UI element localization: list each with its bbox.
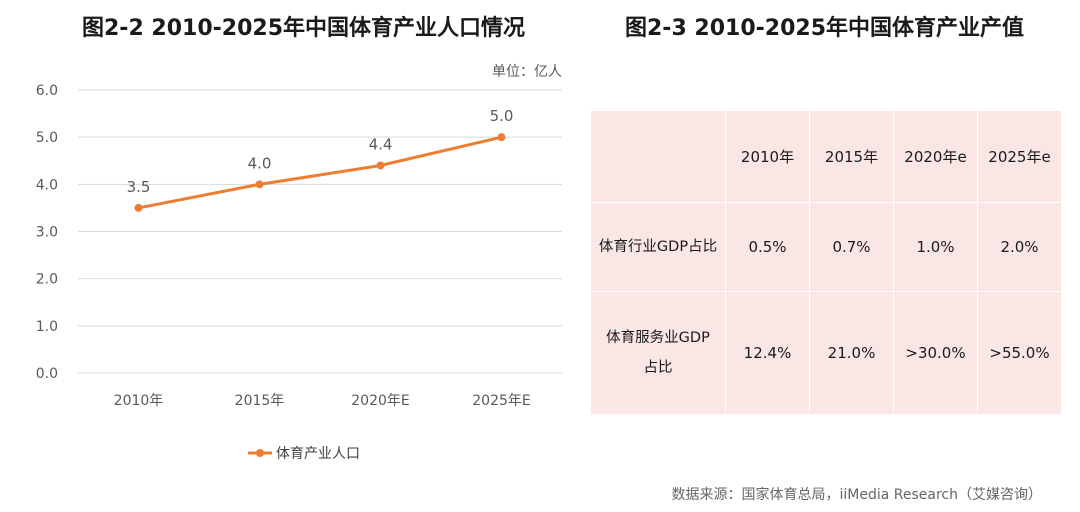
table-row-label: 体育服务业GDP 占比: [590, 291, 726, 415]
table-cell: 1.0%: [893, 202, 978, 292]
gdp-share-table: 2010年 2015年 2020年e 2025年e 体育行业GDP占比 0.5%…: [590, 110, 1062, 415]
source-note: 数据来源：国家体育总局，iiMedia Research（艾媒咨询）: [671, 487, 1043, 503]
series-line: [138, 135, 502, 210]
x-tick-label: 2025年E: [472, 393, 530, 409]
data-label: 4.4: [369, 135, 393, 153]
y-tick-label: 1.0: [36, 319, 58, 335]
table-row-label: 体育行业GDP占比: [590, 202, 726, 292]
table-cell: 2.0%: [977, 202, 1062, 292]
table-header-cell: 2025年e: [977, 110, 1062, 203]
data-label: 4.0: [248, 154, 272, 172]
table-cell: 0.7%: [809, 202, 894, 292]
data-label: 3.5: [127, 178, 151, 196]
table-cell: 0.5%: [725, 202, 810, 292]
row-label-line: 体育服务业GDP: [606, 330, 710, 346]
right-table-title: 图2-3 2010-2025年中国体育产业产值: [625, 16, 1024, 41]
data-point: [255, 180, 264, 189]
table-cell: 21.0%: [809, 291, 894, 415]
row-label-line: 占比: [643, 360, 673, 376]
table-header-row: 2010年 2015年 2020年e 2025年e: [590, 110, 1062, 203]
table-cell: >55.0%: [977, 291, 1062, 415]
data-point: [376, 161, 385, 170]
unit-label: 单位：亿人: [492, 64, 562, 80]
table-header-cell: 2020年e: [893, 110, 978, 203]
y-tick-label: 3.0: [36, 225, 58, 241]
y-tick-label: 2.0: [36, 272, 58, 288]
data-point: [497, 133, 506, 142]
data-label: 5.0: [490, 107, 514, 125]
table-row: 体育行业GDP占比 0.5% 0.7% 1.0% 2.0%: [590, 202, 1062, 292]
row-label-line: 体育行业GDP占比: [598, 239, 718, 255]
table-cell: >30.0%: [893, 291, 978, 415]
table-header-cell: 2010年: [725, 110, 810, 203]
y-tick-label: 6.0: [36, 83, 58, 99]
data-point: [134, 203, 143, 212]
y-tick-label: 4.0: [36, 177, 58, 193]
table-cell: 12.4%: [725, 291, 810, 415]
y-tick-label: 0.0: [36, 366, 58, 382]
y-tick-label: 5.0: [36, 130, 58, 146]
x-tick-label: 2015年: [235, 393, 285, 409]
population-line-chart: 0.0 1.0 2.0 3.0 4.0 5.0 6.0 单位：亿人 2010年 2015年 2020…: [36, 64, 562, 462]
left-chart-title: 图2-2 2010-2025年中国体育产业人口情况: [82, 16, 525, 41]
table-header-cell: [590, 110, 726, 203]
table-row: 体育服务业GDP 占比 12.4% 21.0% >30.0% >55.0%: [590, 291, 1062, 415]
legend-marker: [256, 449, 264, 457]
x-tick-label: 2020年E: [351, 393, 409, 409]
table-header-cell: 2015年: [809, 110, 894, 203]
x-tick-label: 2010年: [114, 393, 164, 409]
legend-label: 体育产业人口: [276, 446, 360, 462]
